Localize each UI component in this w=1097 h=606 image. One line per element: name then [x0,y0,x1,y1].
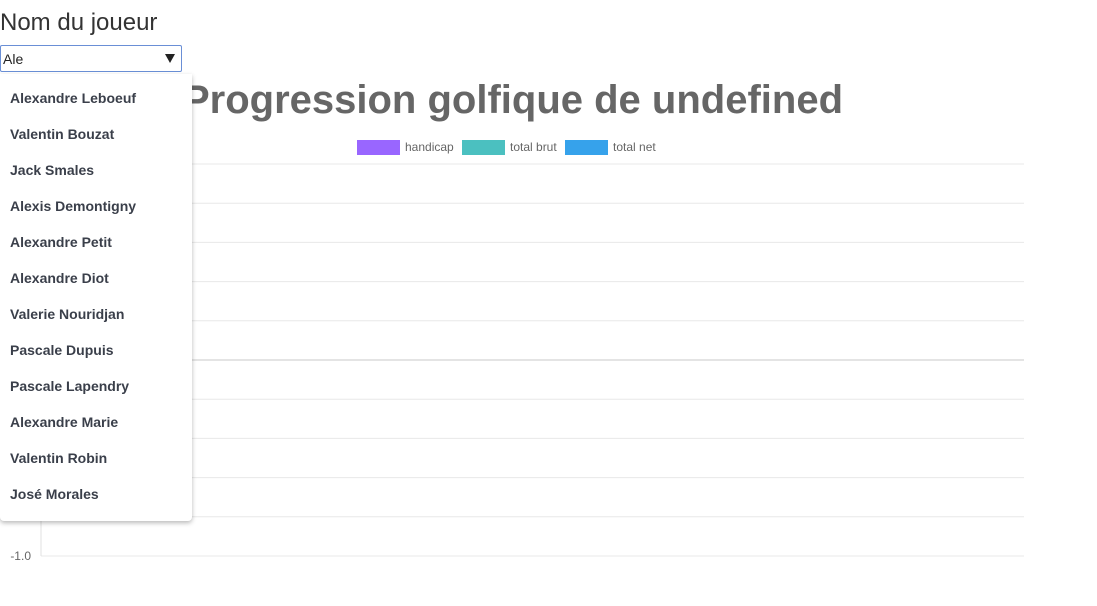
legend-label: handicap [405,140,454,154]
legend-swatch-handicap [357,140,400,155]
legend-swatch-total-net [565,140,608,155]
suggestion-item[interactable]: Valentin Robin [10,450,108,466]
player-suggestions-list: Alexandre Leboeuf Valentin Bouzat Jack Sma… [0,74,192,521]
suggestion-item[interactable]: Valerie Nouridjan [10,306,125,322]
chart-canvas: Progression golfique de undefined handica… [10,78,1024,563]
suggestion-item[interactable]: Alexandre Diot [10,270,109,286]
suggestion-item[interactable]: Jack Smales [10,162,95,178]
suggestion-item[interactable]: Pascale Dupuis [10,342,114,358]
legend-label: total net [613,140,656,154]
suggestion-item[interactable]: Alexandre Leboeuf [10,90,137,106]
suggestion-item[interactable]: Alexis Demontigny [10,198,137,214]
legend-swatch-total-brut [462,140,505,155]
chart-title: Progression golfique de undefined [183,78,843,122]
suggestion-item[interactable]: Alexandre Petit [10,234,112,250]
y-tick-label: -1.0 [10,549,31,563]
suggestion-item[interactable]: Valentin Bouzat [10,126,115,142]
player-name-combobox[interactable] [0,45,182,72]
dropdown-arrow-icon[interactable] [165,54,175,63]
legend-label: total brut [510,140,557,154]
player-name-label: Nom du joueur [0,9,158,36]
player-name-input[interactable] [1,46,159,71]
suggestion-item[interactable]: José Morales [10,486,99,502]
suggestion-item[interactable]: Alexandre Marie [10,414,119,430]
progression-chart: Progression golfique de undefined handica… [0,72,1097,606]
suggestion-item[interactable]: Pascale Lapendry [10,378,130,394]
